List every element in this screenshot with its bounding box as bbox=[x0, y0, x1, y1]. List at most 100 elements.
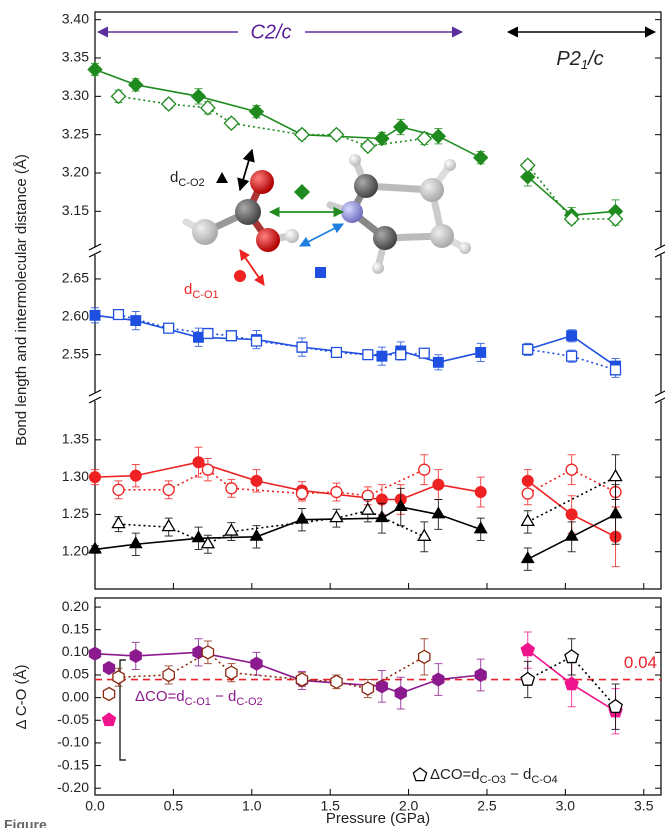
y-tick-label: -0.15 bbox=[57, 756, 89, 772]
marker bbox=[566, 509, 577, 520]
phase-label-sub: 1 bbox=[581, 57, 588, 72]
marker bbox=[130, 649, 141, 662]
reference-label: 0.04 bbox=[624, 653, 657, 672]
y-tick-label: -0.05 bbox=[57, 711, 89, 727]
y-tick-label: 1.25 bbox=[62, 505, 89, 521]
marker bbox=[114, 310, 124, 320]
marker bbox=[90, 310, 100, 320]
marker bbox=[395, 687, 406, 700]
legend-text: ΔCO=dC-O3 − dC-O4 bbox=[430, 766, 558, 786]
legend-marker bbox=[413, 768, 426, 781]
marker bbox=[394, 120, 408, 134]
marker bbox=[130, 537, 142, 548]
marker bbox=[129, 78, 143, 92]
x-tick-label: 1.5 bbox=[320, 798, 340, 814]
marker bbox=[251, 657, 262, 670]
y-tick-label: 2.65 bbox=[62, 270, 89, 286]
marker bbox=[419, 650, 430, 663]
marker bbox=[396, 350, 406, 360]
marker bbox=[332, 347, 342, 357]
marker bbox=[202, 646, 213, 659]
figure-label: Figure bbox=[4, 817, 47, 828]
x-tick-label: 1.0 bbox=[242, 798, 262, 814]
phase-label: P21/c bbox=[556, 48, 603, 72]
x-tick-label: 2.5 bbox=[477, 798, 497, 814]
marker bbox=[475, 668, 486, 681]
marker bbox=[433, 357, 443, 367]
marker bbox=[226, 666, 237, 679]
legend-marker bbox=[102, 713, 115, 726]
y-tick-label: 0.00 bbox=[62, 688, 89, 704]
marker bbox=[193, 457, 204, 468]
marker bbox=[609, 470, 621, 481]
marker bbox=[162, 97, 176, 111]
marker bbox=[565, 650, 578, 663]
marker bbox=[251, 475, 262, 486]
phase-label: C2/c bbox=[250, 21, 291, 43]
marker bbox=[362, 682, 373, 695]
marker bbox=[609, 507, 621, 517]
distance-label-part: d bbox=[170, 169, 178, 186]
page: C2/c P21/c bbox=[0, 0, 665, 828]
marker bbox=[522, 488, 533, 499]
distance-label: dC-O2 bbox=[170, 169, 205, 189]
x-tick-label: 3.5 bbox=[634, 798, 654, 814]
x-tick-label: 3.0 bbox=[556, 798, 576, 814]
plot-area bbox=[89, 632, 622, 734]
y-tick-label: 0.05 bbox=[62, 666, 89, 682]
legend-text-part: − d bbox=[211, 688, 236, 705]
series-line bbox=[95, 462, 616, 537]
marker bbox=[419, 348, 429, 358]
legend-text-part: − d bbox=[506, 766, 531, 783]
distance-label-sub: C-O2 bbox=[178, 177, 204, 189]
marker bbox=[112, 517, 124, 528]
y-tick-label: 3.40 bbox=[62, 10, 89, 26]
marker bbox=[296, 488, 307, 499]
marker bbox=[224, 116, 238, 130]
y-axis-title: Bond length and intermolecular distance … bbox=[13, 154, 30, 446]
y-tick-label: 2.55 bbox=[62, 345, 89, 361]
marker bbox=[476, 347, 486, 357]
marker bbox=[296, 673, 307, 686]
marker bbox=[609, 700, 622, 713]
marker bbox=[362, 504, 374, 515]
marker bbox=[191, 89, 205, 103]
frames bbox=[89, 12, 665, 795]
marker bbox=[521, 643, 534, 656]
legend-text-part: ΔCO=d bbox=[135, 688, 185, 705]
marker bbox=[194, 332, 204, 342]
marker bbox=[432, 507, 444, 517]
legend-text: ΔCO=dC-O1 − dC-O2 bbox=[135, 688, 263, 708]
y-tick-label: 3.25 bbox=[62, 125, 89, 141]
series-line bbox=[119, 96, 616, 219]
plot-area bbox=[89, 447, 622, 570]
legend-text-part: ΔCO=d bbox=[430, 766, 480, 783]
marker bbox=[89, 647, 100, 660]
legend-text-sub: C-O1 bbox=[185, 696, 211, 708]
y-tick-label: 0.15 bbox=[62, 620, 89, 636]
marker bbox=[329, 128, 343, 142]
marker bbox=[225, 525, 237, 536]
marker bbox=[113, 671, 124, 684]
marker bbox=[331, 487, 342, 498]
marker bbox=[249, 105, 263, 119]
marker bbox=[113, 484, 124, 495]
y-tick-label: 1.30 bbox=[62, 468, 89, 484]
series-line bbox=[95, 70, 616, 216]
marker bbox=[163, 668, 174, 681]
y-axis-title: Δ C-O (Å) bbox=[13, 664, 30, 729]
distance-label-part: d bbox=[184, 281, 192, 298]
marker bbox=[90, 472, 101, 483]
marker bbox=[521, 673, 534, 686]
marker bbox=[295, 128, 309, 142]
phase-label-part: P2 bbox=[556, 48, 580, 70]
legend-marker bbox=[103, 662, 114, 675]
marker bbox=[226, 331, 236, 341]
marker bbox=[226, 483, 237, 494]
legend-text-sub: C-O4 bbox=[531, 774, 557, 786]
marker bbox=[376, 680, 387, 693]
marker bbox=[88, 63, 102, 77]
marker bbox=[164, 323, 174, 333]
y-tick-label: 3.15 bbox=[62, 202, 89, 218]
y-tick-label: -0.10 bbox=[57, 734, 89, 750]
